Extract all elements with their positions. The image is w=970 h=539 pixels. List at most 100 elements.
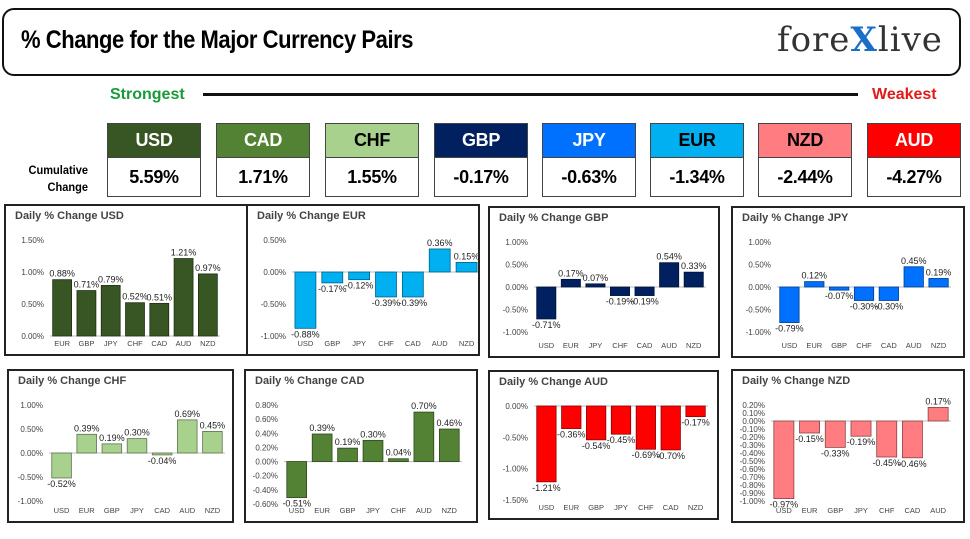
y-tick-label: -1.00% bbox=[740, 497, 765, 506]
bar-value-label: 0.45% bbox=[200, 420, 226, 430]
y-tick-label: -0.60% bbox=[740, 465, 765, 474]
page-title: % Change for the Major Currency Pairs bbox=[21, 26, 414, 54]
bar-value-label: 0.45% bbox=[901, 256, 927, 266]
panel-title: Daily % Change NZD bbox=[742, 375, 851, 387]
bar-value-label: -0.07% bbox=[825, 291, 854, 301]
bar-value-label: 0.88% bbox=[49, 269, 75, 279]
x-tick-label: USD bbox=[289, 506, 305, 515]
y-tick-label: 0.40% bbox=[255, 429, 278, 438]
bar-value-label: -1.21% bbox=[532, 483, 561, 493]
x-tick-label: CAD bbox=[637, 341, 653, 350]
bar bbox=[824, 420, 846, 448]
x-tick-label: EUR bbox=[563, 503, 579, 512]
y-tick-label: -0.50% bbox=[740, 457, 765, 466]
bar-value-label: -0.19% bbox=[606, 297, 635, 307]
bar-value-label: -0.45% bbox=[872, 458, 901, 468]
panel-title: Daily % Change GBP bbox=[499, 212, 609, 224]
y-tick-label: 0.00% bbox=[742, 417, 765, 426]
y-tick-label: -0.20% bbox=[740, 433, 765, 442]
currency-code: CAD bbox=[217, 124, 309, 158]
bar bbox=[321, 271, 344, 284]
bar bbox=[635, 405, 656, 450]
bar bbox=[125, 302, 145, 337]
x-tick-label: EUR bbox=[54, 339, 70, 348]
currency-code: AUD bbox=[868, 124, 960, 158]
y-tick-label: 0.50% bbox=[263, 236, 286, 245]
bar bbox=[536, 286, 557, 320]
daily-change-panel-5: Daily % Change CHF 1.00% 0.50% 0.00% -0.50% -… bbox=[7, 369, 234, 523]
daily-change-panel-7: Daily % Change AUD 0.00% -0.50% -1.00% -1.50… bbox=[488, 370, 719, 520]
bar bbox=[927, 407, 949, 422]
currency-code: JPY bbox=[543, 124, 635, 158]
cumulative-change-value: 1.71% bbox=[238, 166, 288, 187]
bar bbox=[901, 420, 923, 459]
panel-title: Daily % Change CHF bbox=[18, 375, 127, 387]
bar-value-label: -0.36% bbox=[557, 430, 586, 440]
bar-chart: 1.50% 1.00% 0.50% 0.00% 0.88% EUR 0.71% GBP 0.79… bbox=[21, 236, 220, 348]
currency-box-jpy: JPY -0.63% bbox=[542, 123, 636, 197]
bar bbox=[455, 262, 478, 273]
x-tick-label: USD bbox=[539, 503, 555, 512]
bar-value-label: -0.70% bbox=[656, 451, 685, 461]
bar-value-label: 0.19% bbox=[335, 437, 361, 447]
bar bbox=[779, 286, 800, 323]
bar bbox=[76, 290, 97, 337]
bar-value-label: -0.79% bbox=[775, 324, 804, 334]
x-tick-label: EUR bbox=[314, 506, 330, 515]
y-tick-label: 0.10% bbox=[742, 409, 765, 418]
bar bbox=[294, 271, 317, 329]
cumulative-change-value: -4.27% bbox=[886, 166, 942, 187]
bar bbox=[428, 248, 451, 273]
bar-chart: 0.80% 0.60% 0.40% 0.20% 0.00% -0.20% -0.40% -0.… bbox=[253, 401, 462, 515]
strength-scale-line bbox=[203, 93, 858, 96]
y-tick-label: 1.00% bbox=[748, 238, 771, 247]
cumulative-change-value: -0.63% bbox=[561, 166, 617, 187]
weakest-label: Weakest bbox=[872, 86, 937, 103]
x-tick-label: CHF bbox=[127, 339, 143, 348]
y-tick-label: -0.90% bbox=[740, 489, 765, 498]
bar-value-label: -0.88% bbox=[291, 329, 320, 339]
bar-value-label: -0.45% bbox=[607, 435, 636, 445]
x-tick-label: JPY bbox=[130, 506, 144, 515]
bar-value-label: -0.39% bbox=[399, 298, 428, 308]
bar-value-label: 0.39% bbox=[309, 423, 335, 433]
bar-value-label: -0.12% bbox=[345, 281, 374, 291]
bar bbox=[878, 286, 899, 301]
x-tick-label: AUD bbox=[179, 506, 195, 515]
y-tick-label: -0.40% bbox=[740, 449, 765, 458]
bar-value-label: 0.33% bbox=[681, 261, 707, 271]
currency-box-usd: USD 5.59% bbox=[107, 123, 201, 197]
bar-value-label: 0.51% bbox=[147, 292, 173, 302]
bar bbox=[804, 281, 825, 288]
x-tick-label: EUR bbox=[563, 341, 579, 350]
currency-box-nzd: NZD -2.44% bbox=[758, 123, 852, 197]
forexlive-logo: foreXlive bbox=[777, 20, 943, 60]
cumulative-change-value: -2.44% bbox=[777, 166, 833, 187]
x-tick-label: USD bbox=[538, 341, 554, 350]
bar-value-label: -0.17% bbox=[681, 418, 710, 428]
x-tick-label: CAD bbox=[905, 506, 921, 515]
bar-value-label: 0.71% bbox=[74, 280, 100, 290]
bar bbox=[202, 431, 223, 454]
x-tick-label: AUD bbox=[906, 341, 922, 350]
bar-value-label: -0.51% bbox=[282, 499, 311, 509]
bar bbox=[362, 439, 384, 462]
bar bbox=[850, 420, 872, 437]
x-tick-label: GBP bbox=[340, 506, 356, 515]
currency-box-eur: EUR -1.34% bbox=[650, 123, 744, 197]
bar-value-label: -0.54% bbox=[582, 441, 611, 451]
bar bbox=[610, 286, 630, 296]
x-tick-label: JPY bbox=[366, 506, 380, 515]
bar-chart: 0.50% 0.00% -0.50% -1.00% -0.88%USD -0.17% GBP… bbox=[261, 236, 478, 348]
x-tick-label: CAD bbox=[151, 339, 167, 348]
bar bbox=[413, 411, 435, 462]
y-tick-label: 0.50% bbox=[748, 261, 771, 270]
strongest-label: Strongest bbox=[110, 86, 185, 103]
x-tick-label: JPY bbox=[589, 341, 603, 350]
x-tick-label: CHF bbox=[638, 503, 654, 512]
x-tick-label: NZD bbox=[442, 506, 458, 515]
x-tick-label: CAD bbox=[663, 503, 679, 512]
cumulative-change-value: 1.55% bbox=[347, 166, 397, 187]
bar-value-label: 1.21% bbox=[171, 248, 197, 258]
x-tick-label: NZD bbox=[686, 341, 702, 350]
